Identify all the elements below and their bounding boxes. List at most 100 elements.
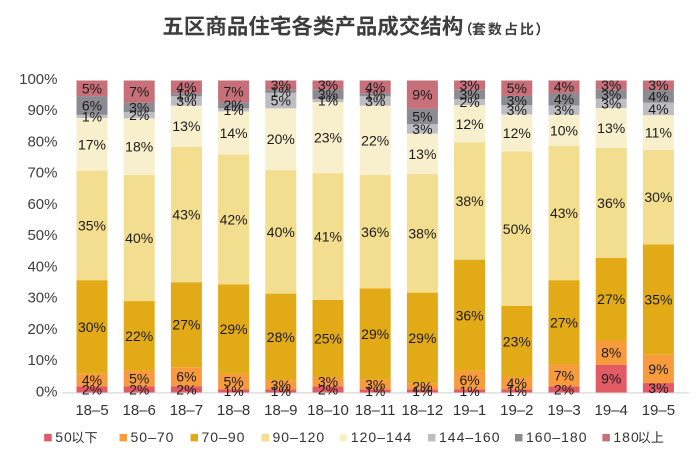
svg-text:27%: 27%: [597, 291, 625, 307]
svg-text:10%: 10%: [550, 122, 578, 138]
svg-text:29%: 29%: [408, 330, 436, 346]
svg-text:5%: 5%: [129, 370, 149, 386]
svg-text:19–4: 19–4: [595, 402, 628, 419]
svg-text:1%: 1%: [507, 383, 527, 399]
svg-text:5%: 5%: [82, 80, 102, 96]
svg-text:50–70: 50–70: [131, 429, 175, 445]
svg-text:4%: 4%: [648, 101, 668, 117]
svg-text:30%: 30%: [644, 189, 672, 205]
svg-text:3%: 3%: [601, 95, 621, 111]
svg-text:4%: 4%: [176, 79, 196, 95]
svg-text:3%: 3%: [554, 102, 574, 118]
svg-text:3%: 3%: [318, 86, 338, 102]
svg-text:38%: 38%: [408, 225, 436, 241]
svg-text:29%: 29%: [220, 321, 248, 337]
svg-text:36%: 36%: [361, 224, 389, 240]
svg-text:2%: 2%: [459, 94, 479, 110]
svg-text:180: 180: [613, 429, 639, 445]
svg-text:4%: 4%: [554, 79, 574, 95]
svg-text:1%: 1%: [271, 383, 291, 399]
svg-text:5%: 5%: [507, 80, 527, 96]
svg-text:12%: 12%: [456, 116, 484, 132]
svg-text:5%: 5%: [271, 93, 291, 109]
svg-text:36%: 36%: [456, 307, 484, 323]
svg-text:90–120: 90–120: [273, 429, 326, 445]
svg-text:1%: 1%: [82, 108, 102, 124]
svg-text:70%: 70%: [27, 165, 57, 182]
svg-text:1%: 1%: [223, 383, 243, 399]
svg-text:10%: 10%: [27, 352, 57, 369]
svg-text:22%: 22%: [361, 132, 389, 148]
svg-text:40%: 40%: [267, 224, 295, 240]
svg-text:6%: 6%: [459, 372, 479, 388]
svg-text:50%: 50%: [503, 221, 531, 237]
svg-text:50%: 50%: [27, 227, 57, 244]
svg-text:42%: 42%: [220, 212, 248, 228]
svg-text:3%: 3%: [459, 77, 479, 93]
svg-text:30%: 30%: [78, 319, 106, 335]
svg-text:19–3: 19–3: [547, 402, 580, 419]
svg-text:4%: 4%: [82, 372, 102, 388]
svg-text:2%: 2%: [129, 381, 149, 397]
svg-text:29%: 29%: [361, 326, 389, 342]
svg-text:11%: 11%: [645, 125, 672, 141]
svg-text:3%: 3%: [318, 77, 338, 93]
svg-text:18–6: 18–6: [123, 402, 156, 419]
svg-text:14%: 14%: [220, 125, 248, 141]
svg-text:6%: 6%: [176, 369, 196, 385]
svg-text:18%: 18%: [125, 139, 153, 155]
svg-text:4%: 4%: [507, 375, 527, 391]
svg-text:25%: 25%: [314, 330, 342, 346]
svg-text:43%: 43%: [172, 206, 200, 222]
svg-text:3%: 3%: [271, 77, 291, 93]
svg-text:36%: 36%: [597, 195, 625, 211]
svg-text:3%: 3%: [129, 99, 149, 115]
svg-text:38%: 38%: [456, 193, 484, 209]
svg-text:9%: 9%: [601, 371, 621, 387]
svg-text:20%: 20%: [267, 131, 295, 147]
svg-text:13%: 13%: [597, 120, 625, 136]
svg-text:70–90: 70–90: [202, 429, 246, 445]
svg-text:100%: 100%: [19, 71, 57, 88]
svg-text:18–9: 18–9: [264, 402, 297, 419]
svg-text:1%: 1%: [412, 383, 432, 399]
svg-text:7%: 7%: [129, 84, 149, 100]
svg-text:18–11: 18–11: [355, 402, 396, 419]
svg-text:20%: 20%: [27, 321, 57, 338]
svg-text:43%: 43%: [550, 205, 578, 221]
svg-text:160–180: 160–180: [526, 429, 588, 445]
svg-text:40%: 40%: [27, 258, 57, 275]
svg-text:5%: 5%: [412, 108, 432, 124]
svg-text:2%: 2%: [82, 381, 102, 397]
svg-text:4%: 4%: [365, 79, 385, 95]
svg-text:22%: 22%: [125, 328, 153, 344]
svg-text:3%: 3%: [318, 374, 338, 390]
svg-text:13%: 13%: [408, 146, 436, 162]
svg-text:8%: 8%: [601, 345, 621, 361]
svg-text:17%: 17%: [78, 136, 106, 152]
svg-text:2%: 2%: [318, 381, 338, 397]
svg-text:3%: 3%: [601, 86, 621, 102]
svg-text:18–10: 18–10: [307, 402, 349, 419]
svg-text:120–144: 120–144: [351, 429, 413, 445]
svg-text:7%: 7%: [554, 367, 574, 383]
svg-text:1%: 1%: [365, 87, 385, 103]
svg-text:9%: 9%: [412, 87, 432, 103]
svg-text:5%: 5%: [223, 374, 243, 390]
svg-text:23%: 23%: [314, 130, 342, 146]
svg-text:18–12: 18–12: [402, 402, 444, 419]
svg-text:3%: 3%: [365, 377, 385, 393]
svg-text:1%: 1%: [459, 383, 479, 399]
svg-text:7%: 7%: [223, 83, 243, 99]
svg-text:2%: 2%: [223, 97, 243, 113]
svg-text:2%: 2%: [554, 381, 574, 397]
svg-text:6%: 6%: [82, 97, 102, 113]
svg-text:18–8: 18–8: [217, 402, 250, 419]
svg-text:90%: 90%: [27, 102, 57, 119]
svg-text:3%: 3%: [271, 377, 291, 393]
svg-text:13%: 13%: [172, 118, 200, 134]
svg-text:35%: 35%: [78, 218, 106, 234]
svg-text:1%: 1%: [271, 83, 291, 99]
svg-text:1%: 1%: [318, 93, 338, 109]
svg-text:9%: 9%: [648, 361, 668, 377]
